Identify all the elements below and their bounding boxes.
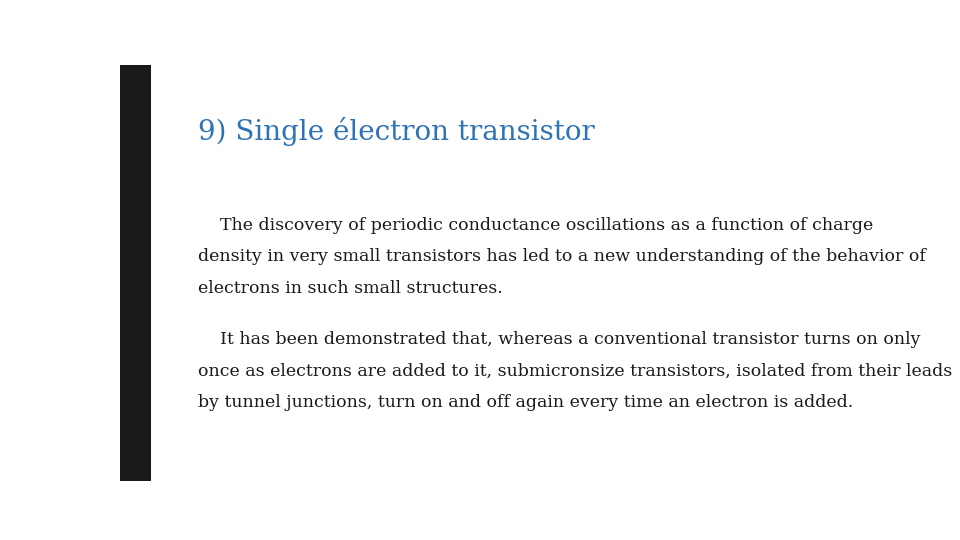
Text: It has been demonstrated that, whereas a conventional transistor turns on only: It has been demonstrated that, whereas a… (198, 331, 921, 348)
Text: once as electrons are added to it, submicronsize transistors, isolated from thei: once as electrons are added to it, submi… (198, 362, 952, 380)
Text: The discovery of periodic conductance oscillations as a function of charge: The discovery of periodic conductance os… (198, 217, 874, 234)
Text: electrons in such small structures.: electrons in such small structures. (198, 280, 503, 297)
Text: by tunnel junctions, turn on and off again every time an electron is added.: by tunnel junctions, turn on and off aga… (198, 394, 853, 411)
Text: 9) Single électron transistor: 9) Single électron transistor (198, 117, 595, 146)
Bar (120, 65, 152, 481)
Text: density in very small transistors has led to a new understanding of the behavior: density in very small transistors has le… (198, 248, 926, 265)
